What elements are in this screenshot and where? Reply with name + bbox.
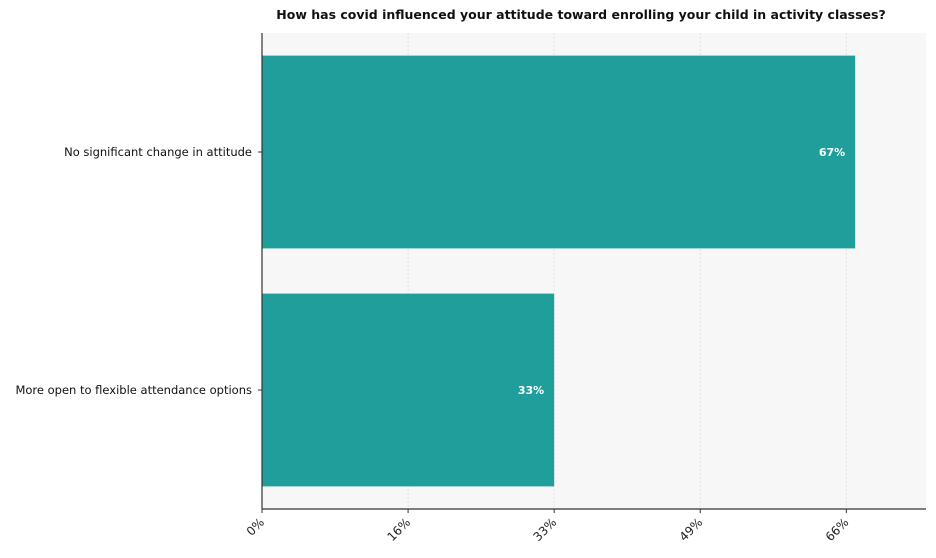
category-labels: No significant change in attitude More op… (15, 145, 262, 397)
data-labels: 67% 33% (518, 146, 845, 397)
x-tick-label: 49% (677, 515, 706, 544)
x-tick-label: 33% (531, 515, 560, 544)
bar-value-label: 67% (819, 146, 845, 159)
x-tick-labels: 0% 16% 33% 49% 66% (244, 509, 852, 544)
axes (261, 33, 926, 510)
x-tick-label: 16% (384, 515, 413, 544)
category-label: No significant change in attitude (64, 145, 252, 159)
chart-title: How has covid influenced your attitude t… (276, 7, 885, 22)
bar-value-label: 33% (518, 384, 544, 397)
bars (262, 55, 856, 487)
x-tick-label: 0% (244, 515, 267, 538)
bar (262, 293, 555, 487)
category-label: More open to flexible attendance options (15, 383, 252, 397)
bar (262, 55, 856, 249)
x-tick-label: 66% (823, 515, 852, 544)
